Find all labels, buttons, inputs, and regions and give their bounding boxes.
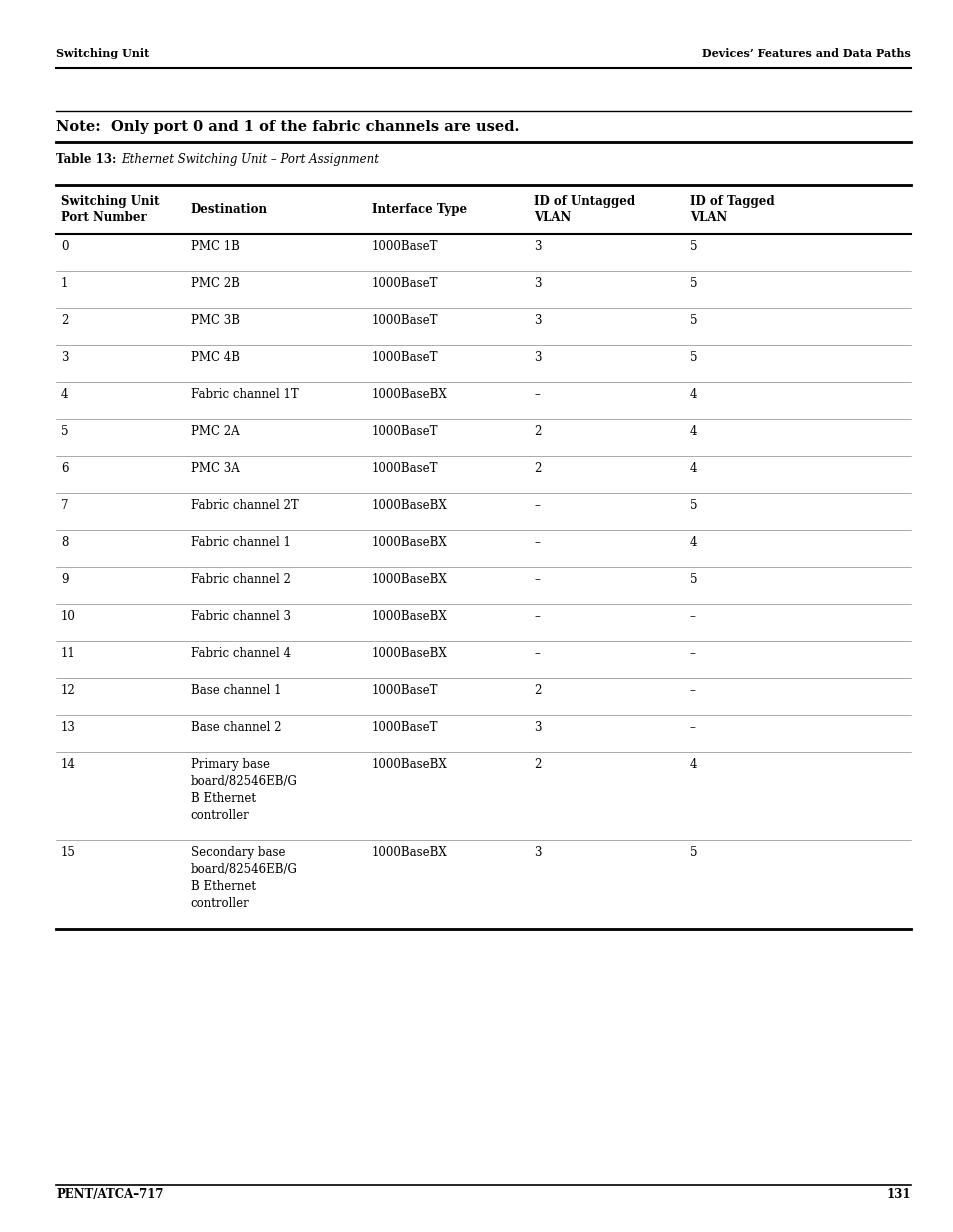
Text: PENT/ATCA–717: PENT/ATCA–717 <box>56 1188 164 1201</box>
Text: 12: 12 <box>61 684 75 697</box>
Text: 14: 14 <box>61 758 76 771</box>
Text: 0: 0 <box>61 240 69 254</box>
Text: 4: 4 <box>689 462 697 476</box>
Text: Fabric channel 1: Fabric channel 1 <box>191 536 291 549</box>
Text: 3: 3 <box>61 351 69 365</box>
Text: 131: 131 <box>885 1188 910 1201</box>
Text: –: – <box>689 721 695 734</box>
Text: 3: 3 <box>534 721 541 734</box>
Text: ID of Tagged
VLAN: ID of Tagged VLAN <box>689 195 774 224</box>
Text: 1000BaseT: 1000BaseT <box>372 351 438 365</box>
Text: 2: 2 <box>534 425 541 439</box>
Text: Note:  Only port 0 and 1 of the fabric channels are used.: Note: Only port 0 and 1 of the fabric ch… <box>56 120 519 134</box>
Text: 5: 5 <box>689 277 697 291</box>
Text: 8: 8 <box>61 536 69 549</box>
Text: 1000BaseBX: 1000BaseBX <box>372 610 447 623</box>
Text: 15: 15 <box>61 846 76 860</box>
Text: Fabric channel 4: Fabric channel 4 <box>191 647 291 660</box>
Text: 3: 3 <box>534 240 541 254</box>
Text: 4: 4 <box>689 388 697 402</box>
Text: 1000BaseBX: 1000BaseBX <box>372 536 447 549</box>
Text: 5: 5 <box>689 240 697 254</box>
Text: 6: 6 <box>61 462 69 476</box>
Text: 1000BaseBX: 1000BaseBX <box>372 388 447 402</box>
Text: –: – <box>534 388 539 402</box>
Text: 1000BaseT: 1000BaseT <box>372 721 438 734</box>
Text: Devices’ Features and Data Paths: Devices’ Features and Data Paths <box>701 48 910 59</box>
Text: PMC 4B: PMC 4B <box>191 351 239 365</box>
Text: 1000BaseT: 1000BaseT <box>372 462 438 476</box>
Text: 2: 2 <box>534 758 541 771</box>
Text: 2: 2 <box>534 684 541 697</box>
Text: 3: 3 <box>534 314 541 328</box>
Text: 1: 1 <box>61 277 69 291</box>
Text: 1000BaseBX: 1000BaseBX <box>372 846 447 860</box>
Text: 1000BaseT: 1000BaseT <box>372 240 438 254</box>
Text: 7: 7 <box>61 499 69 513</box>
Text: PMC 2B: PMC 2B <box>191 277 239 291</box>
Text: Ethernet Switching Unit – Port Assignment: Ethernet Switching Unit – Port Assignmen… <box>121 153 378 166</box>
Text: 5: 5 <box>689 846 697 860</box>
Text: 1000BaseT: 1000BaseT <box>372 425 438 439</box>
Text: Fabric channel 3: Fabric channel 3 <box>191 610 291 623</box>
Text: 4: 4 <box>689 536 697 549</box>
Text: –: – <box>534 647 539 660</box>
Text: Interface Type: Interface Type <box>372 203 467 216</box>
Text: 4: 4 <box>61 388 69 402</box>
Text: 5: 5 <box>689 573 697 586</box>
Text: 2: 2 <box>534 462 541 476</box>
Text: Switching Unit: Switching Unit <box>56 48 150 59</box>
Text: 3: 3 <box>534 277 541 291</box>
Text: 3: 3 <box>534 351 541 365</box>
Text: –: – <box>534 536 539 549</box>
Text: Fabric channel 1T: Fabric channel 1T <box>191 388 298 402</box>
Text: 1000BaseBX: 1000BaseBX <box>372 573 447 586</box>
Text: PMC 1B: PMC 1B <box>191 240 239 254</box>
Text: 13: 13 <box>61 721 76 734</box>
Text: Base channel 1: Base channel 1 <box>191 684 281 697</box>
Text: Switching Unit
Port Number: Switching Unit Port Number <box>61 195 159 224</box>
Text: 5: 5 <box>689 351 697 365</box>
Text: 5: 5 <box>689 314 697 328</box>
Text: 1000BaseBX: 1000BaseBX <box>372 647 447 660</box>
Text: PMC 3B: PMC 3B <box>191 314 239 328</box>
Text: 9: 9 <box>61 573 69 586</box>
Text: –: – <box>534 610 539 623</box>
Text: –: – <box>689 647 695 660</box>
Text: 1000BaseT: 1000BaseT <box>372 277 438 291</box>
Text: 4: 4 <box>689 425 697 439</box>
Text: Secondary base
board/82546EB/G
B Ethernet
controller: Secondary base board/82546EB/G B Etherne… <box>191 846 297 910</box>
Text: –: – <box>689 610 695 623</box>
Text: 5: 5 <box>61 425 69 439</box>
Text: –: – <box>534 499 539 513</box>
Text: Base channel 2: Base channel 2 <box>191 721 281 734</box>
Text: Destination: Destination <box>191 203 268 216</box>
Text: 2: 2 <box>61 314 69 328</box>
Text: Fabric channel 2T: Fabric channel 2T <box>191 499 298 513</box>
Text: 1000BaseT: 1000BaseT <box>372 684 438 697</box>
Text: Table 13:: Table 13: <box>56 153 121 166</box>
Text: 1000BaseT: 1000BaseT <box>372 314 438 328</box>
Text: 1000BaseBX: 1000BaseBX <box>372 499 447 513</box>
Text: –: – <box>534 573 539 586</box>
Text: ID of Untagged
VLAN: ID of Untagged VLAN <box>534 195 635 224</box>
Text: 10: 10 <box>61 610 76 623</box>
Text: Fabric channel 2: Fabric channel 2 <box>191 573 291 586</box>
Text: 1000BaseBX: 1000BaseBX <box>372 758 447 771</box>
Text: 5: 5 <box>689 499 697 513</box>
Text: –: – <box>689 684 695 697</box>
Text: Primary base
board/82546EB/G
B Ethernet
controller: Primary base board/82546EB/G B Ethernet … <box>191 758 297 822</box>
Text: 4: 4 <box>689 758 697 771</box>
Text: PMC 3A: PMC 3A <box>191 462 239 476</box>
Text: 3: 3 <box>534 846 541 860</box>
Text: 11: 11 <box>61 647 75 660</box>
Text: PMC 2A: PMC 2A <box>191 425 239 439</box>
